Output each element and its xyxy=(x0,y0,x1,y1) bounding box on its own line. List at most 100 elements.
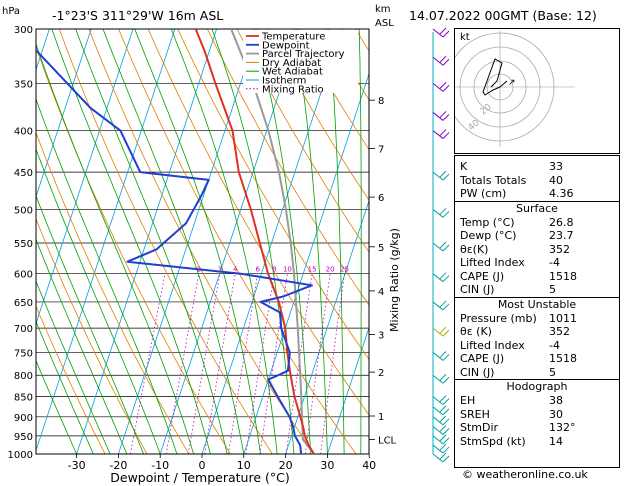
wet-adiabat-line xyxy=(36,280,111,454)
location-title: -1°23'S 311°29'W 16m ASL xyxy=(52,8,223,23)
pressure-tick-label: 450 xyxy=(14,168,33,179)
most-unstable-row: CIN (J) 5 xyxy=(455,366,619,380)
surface-label: CAPE (J) xyxy=(460,269,505,283)
wind-barb-icon xyxy=(432,241,450,252)
index-value: 33 xyxy=(549,160,563,173)
asl-axis-title: ASL xyxy=(375,18,394,29)
wind-barb-icon xyxy=(432,373,450,384)
pressure-tick-label: 300 xyxy=(14,25,33,36)
most-unstable-value: 5 xyxy=(549,365,556,379)
wet-adiabat-line xyxy=(75,29,228,454)
legend-entry: Parcel Trajectory xyxy=(262,49,345,60)
wet-adiabat-line xyxy=(328,29,345,454)
surface-label: Temp (°C) xyxy=(460,215,515,229)
pressure-tick-label: 800 xyxy=(14,371,33,382)
mixing-ratio-label: 2 xyxy=(197,266,201,274)
wind-barb-icon xyxy=(432,405,450,416)
surface-label: Lifted Index xyxy=(460,256,525,269)
dry-adiabat-line xyxy=(236,29,369,253)
pressure-tick-label: 650 xyxy=(14,298,33,309)
most-unstable-row: θε (K) 352 xyxy=(455,325,619,339)
km-tick-label: 4 xyxy=(378,287,384,298)
wet-adiabat-line xyxy=(358,29,362,454)
wet-adiabat-line xyxy=(253,29,312,454)
wet-adiabat-line xyxy=(36,194,144,454)
wind-barb-icon xyxy=(432,326,450,337)
km-tick-label: 1 xyxy=(378,412,384,423)
pressure-tick-label: 400 xyxy=(14,127,33,138)
temperature-tick-label: 30 xyxy=(320,459,334,472)
wind-barb-icon xyxy=(432,207,450,218)
mixing-ratio-label: 8 xyxy=(272,266,276,274)
temperature-tick-label: 0 xyxy=(199,459,206,472)
most-unstable-header: Most Unstable xyxy=(455,296,619,312)
pressure-tick-label: 950 xyxy=(14,432,33,443)
surface-row: CAPE (J) 1518 xyxy=(455,270,619,284)
most-unstable-row: CAPE (J) 1518 xyxy=(455,352,619,366)
x-axis-title: Dewpoint / Temperature (°C) xyxy=(110,470,289,485)
isotherm-line xyxy=(201,29,343,454)
isotherm-line xyxy=(285,199,369,454)
temperature-tick-label: 40 xyxy=(362,459,376,472)
legend-entry: Dewpoint xyxy=(262,40,310,51)
surface-row: Temp (°C) 26.8 xyxy=(455,216,619,230)
isotherm-line xyxy=(159,29,301,454)
dry-adiabat-line xyxy=(118,29,357,454)
hodograph-label: EH xyxy=(460,394,476,407)
mixing-ratio-label: 15 xyxy=(308,266,317,274)
storm-motion-vector xyxy=(499,80,508,88)
hodograph-header: Hodograph xyxy=(455,379,619,394)
legend-box xyxy=(243,30,358,93)
wind-barb-icon xyxy=(432,415,450,426)
most-unstable-label: CAPE (J) xyxy=(460,352,505,365)
surface-value: -4 xyxy=(549,256,560,269)
hodograph-row: StmSpd (kt) 14 xyxy=(455,435,619,449)
km-tick-label: 7 xyxy=(378,145,384,156)
dry-adiabat-line xyxy=(177,29,369,361)
mixing-ratio-line xyxy=(245,273,275,454)
indices-table: K 33 Totals Totals 40 PW (cm) 4.36 Surface … xyxy=(454,155,620,468)
pressure-tick-label: 350 xyxy=(14,79,33,90)
parcel-trajectory-line xyxy=(230,29,315,454)
hpa-axis-title: hPa xyxy=(2,6,20,17)
mixing-ratio-line xyxy=(130,273,166,454)
pressure-tick-label: 700 xyxy=(14,324,33,335)
surface-row: θε(K) 352 xyxy=(455,243,619,257)
temperature-line xyxy=(194,29,315,454)
wet-adiabat-line xyxy=(211,29,295,454)
dry-adiabat-line xyxy=(266,29,369,201)
most-unstable-label: Pressure (mb) xyxy=(460,311,537,325)
wind-barb-icon xyxy=(432,82,450,92)
dry-adiabat-line xyxy=(36,45,231,454)
hodograph-value: 30 xyxy=(549,407,563,421)
surface-value: 23.7 xyxy=(549,229,574,242)
isotherm-line xyxy=(36,29,134,325)
mixing-ratio-line xyxy=(204,273,236,454)
isotherm-line xyxy=(0,29,8,454)
index-row: Totals Totals 40 xyxy=(455,174,619,188)
wind-barb-icon xyxy=(432,27,450,38)
dry-adiabat-line xyxy=(207,29,369,306)
most-unstable-value: 1011 xyxy=(549,311,577,325)
wind-barb-icon xyxy=(432,111,450,121)
most-unstable-label: CIN (J) xyxy=(460,365,495,379)
surface-value: 5 xyxy=(549,283,556,296)
most-unstable-value: -4 xyxy=(549,338,560,352)
surface-label: Dewp (°C) xyxy=(460,229,517,242)
km-tick-label: LCL xyxy=(378,436,397,447)
wind-barb-icon xyxy=(432,170,450,181)
km-axis-title: km xyxy=(375,4,391,15)
km-tick-label: 6 xyxy=(378,193,384,204)
mixing-ratio-line xyxy=(228,273,259,454)
dry-adiabat-line xyxy=(36,217,148,454)
storm-motion-icon: ↗ xyxy=(508,78,516,88)
hodograph-value: 38 xyxy=(549,394,563,407)
isotherm-line xyxy=(327,326,369,454)
surface-row: Lifted Index -4 xyxy=(455,256,619,270)
hodograph: kt 40 20 ↗ xyxy=(445,28,620,154)
hodograph-plot: kt 40 20 ↗ xyxy=(445,31,575,147)
most-unstable-value: 1518 xyxy=(549,352,577,365)
mixing-ratio-line xyxy=(320,273,345,454)
most-unstable-label: θε (K) xyxy=(460,325,492,338)
km-tick-label: 3 xyxy=(378,331,384,342)
